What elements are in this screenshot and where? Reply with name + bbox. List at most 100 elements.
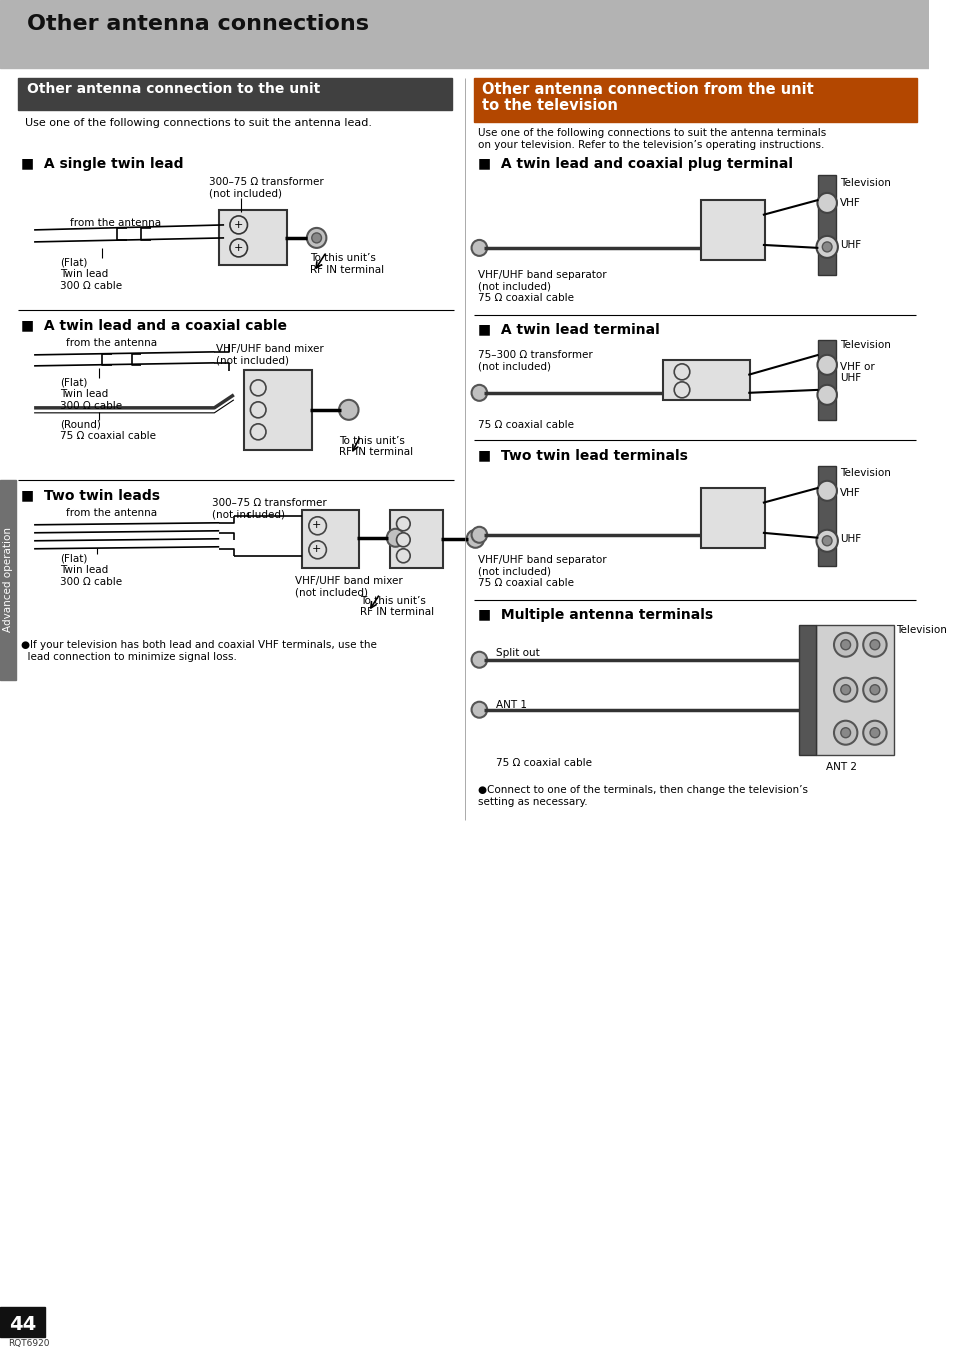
Text: 44: 44	[9, 1316, 36, 1335]
Text: UHF: UHF	[839, 534, 860, 544]
Text: (Flat)
Twin lead
300 Ω cable: (Flat) Twin lead 300 Ω cable	[60, 378, 122, 411]
Text: ■  Two twin leads: ■ Two twin leads	[21, 488, 160, 501]
Text: +: +	[312, 544, 321, 554]
Text: VHF: VHF	[839, 488, 860, 497]
Circle shape	[466, 530, 484, 547]
Text: 75 Ω coaxial cable: 75 Ω coaxial cable	[477, 293, 574, 303]
Bar	[700, 488, 764, 547]
Text: Other antenna connection from the unit: Other antenna connection from the unit	[482, 82, 813, 97]
Circle shape	[816, 236, 837, 258]
Text: VHF/UHF band mixer
(not included): VHF/UHF band mixer (not included)	[294, 576, 402, 597]
Bar	[302, 509, 358, 567]
Text: ■  A twin lead and coaxial plug terminal: ■ A twin lead and coaxial plug terminal	[477, 157, 793, 172]
Circle shape	[307, 228, 326, 247]
Text: from the antenna: from the antenna	[71, 218, 161, 228]
Text: 75 Ω coaxial cable: 75 Ω coaxial cable	[496, 758, 591, 767]
Circle shape	[821, 536, 831, 546]
Bar	[0, 0, 928, 68]
Circle shape	[817, 355, 836, 374]
Circle shape	[862, 632, 885, 657]
Text: ANT 1: ANT 1	[496, 700, 526, 709]
Text: (Flat)
Twin lead
300 Ω cable: (Flat) Twin lead 300 Ω cable	[60, 258, 122, 290]
Circle shape	[338, 400, 358, 420]
Circle shape	[840, 640, 850, 650]
Text: ■  A twin lead and a coaxial cable: ■ A twin lead and a coaxial cable	[21, 317, 287, 332]
Circle shape	[833, 720, 857, 744]
Text: Television: Television	[896, 624, 946, 635]
Circle shape	[816, 530, 837, 551]
Bar	[798, 624, 816, 755]
Circle shape	[869, 685, 879, 694]
Bar	[661, 359, 749, 400]
Text: 75 Ω coaxial cable: 75 Ω coaxial cable	[477, 578, 574, 588]
Text: Other antenna connection to the unit: Other antenna connection to the unit	[28, 82, 320, 96]
Text: Television: Television	[839, 340, 890, 350]
Circle shape	[312, 232, 321, 243]
Text: ●If your television has both lead and coaxial VHF terminals, use the: ●If your television has both lead and co…	[21, 640, 377, 650]
Text: on your television. Refer to the television’s operating instructions.: on your television. Refer to the televis…	[477, 141, 824, 150]
Text: ■  A single twin lead: ■ A single twin lead	[21, 157, 184, 172]
Text: VHF/UHF band separator
(not included): VHF/UHF band separator (not included)	[477, 555, 606, 577]
Text: Split out: Split out	[496, 647, 539, 658]
Bar	[17, 78, 452, 109]
Text: 75 Ω coaxial cable: 75 Ω coaxial cable	[477, 420, 574, 430]
Circle shape	[309, 517, 326, 535]
Text: ■  Multiple antenna terminals: ■ Multiple antenna terminals	[477, 608, 713, 621]
Text: (Flat)
Twin lead
300 Ω cable: (Flat) Twin lead 300 Ω cable	[60, 554, 122, 586]
Bar	[0, 480, 15, 680]
Circle shape	[230, 216, 247, 234]
Bar	[390, 509, 443, 567]
Text: Use one of the following connections to suit the antenna terminals: Use one of the following connections to …	[477, 128, 825, 138]
Circle shape	[471, 385, 487, 401]
Text: VHF/UHF band separator
(not included): VHF/UHF band separator (not included)	[477, 270, 606, 292]
Circle shape	[833, 678, 857, 701]
Circle shape	[869, 728, 879, 738]
Text: ■  Two twin lead terminals: ■ Two twin lead terminals	[477, 447, 687, 462]
Text: To this unit’s
RF IN terminal: To this unit’s RF IN terminal	[338, 436, 413, 458]
Circle shape	[250, 424, 266, 440]
Circle shape	[862, 678, 885, 701]
Circle shape	[817, 193, 836, 213]
Circle shape	[862, 720, 885, 744]
Bar	[818, 340, 835, 420]
Bar	[243, 370, 312, 450]
Text: +: +	[233, 220, 243, 230]
Text: Television: Television	[839, 467, 890, 478]
Text: from the antenna: from the antenna	[66, 338, 157, 347]
Bar	[818, 466, 835, 566]
Text: ANT 2: ANT 2	[825, 762, 857, 771]
Bar	[0, 1308, 45, 1337]
Bar	[818, 174, 835, 274]
Circle shape	[869, 640, 879, 650]
Text: lead connection to minimize signal loss.: lead connection to minimize signal loss.	[21, 651, 237, 662]
Circle shape	[309, 540, 326, 559]
Circle shape	[817, 385, 836, 405]
Text: Other antenna connections: Other antenna connections	[28, 14, 369, 34]
Circle shape	[386, 528, 404, 547]
Bar	[700, 200, 764, 259]
Circle shape	[396, 532, 410, 547]
Text: (Round)
75 Ω coaxial cable: (Round) 75 Ω coaxial cable	[60, 420, 156, 442]
Text: 300–75 Ω transformer
(not included): 300–75 Ω transformer (not included)	[213, 497, 327, 519]
Circle shape	[250, 401, 266, 417]
Circle shape	[471, 527, 487, 543]
Circle shape	[674, 382, 689, 397]
Circle shape	[674, 363, 689, 380]
Circle shape	[821, 242, 831, 251]
Text: Advanced operation: Advanced operation	[3, 527, 12, 632]
Text: 75–300 Ω transformer
(not included): 75–300 Ω transformer (not included)	[477, 350, 593, 372]
Text: Use one of the following connections to suit the antenna lead.: Use one of the following connections to …	[26, 118, 372, 128]
Text: To this unit’s
RF IN terminal: To this unit’s RF IN terminal	[360, 596, 435, 617]
Text: UHF: UHF	[839, 240, 860, 250]
Text: VHF/UHF band mixer
(not included): VHF/UHF band mixer (not included)	[216, 345, 324, 366]
Circle shape	[840, 685, 850, 694]
Text: ●Connect to one of the terminals, then change the television’s: ●Connect to one of the terminals, then c…	[477, 785, 807, 794]
Text: setting as necessary.: setting as necessary.	[477, 797, 587, 807]
Circle shape	[396, 549, 410, 563]
Text: Television: Television	[839, 178, 890, 188]
Text: To this unit’s
RF IN terminal: To this unit’s RF IN terminal	[310, 253, 383, 274]
Text: 300–75 Ω transformer
(not included): 300–75 Ω transformer (not included)	[210, 177, 324, 199]
Bar	[474, 78, 916, 122]
Bar	[816, 624, 894, 755]
Circle shape	[833, 632, 857, 657]
